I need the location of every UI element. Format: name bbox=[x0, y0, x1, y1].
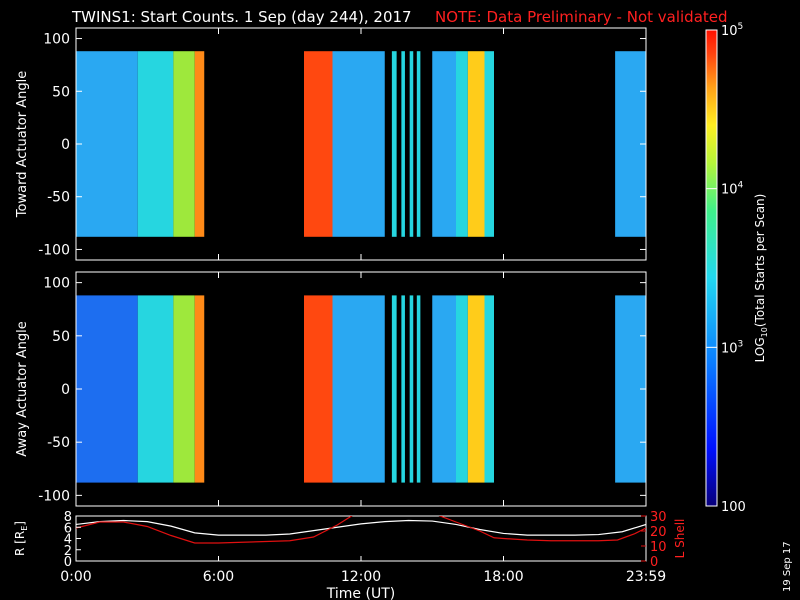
heatmap-cell bbox=[432, 295, 456, 483]
y-right-tick-label: 30 bbox=[650, 510, 667, 525]
heatmap-cell bbox=[173, 51, 195, 237]
colorbar-gradient bbox=[705, 29, 718, 507]
y-tick-label: 100 bbox=[43, 32, 70, 48]
date-stamp: 19 Sep 17 bbox=[782, 541, 793, 592]
y-tick-label: 0 bbox=[64, 555, 72, 570]
y-tick-label: 100 bbox=[43, 276, 70, 292]
toward-panel: 100 50 0 -50 -100 Toward Actuator Angle bbox=[15, 27, 647, 261]
y-right-tick-label: 10 bbox=[650, 540, 667, 555]
heatmap-cell bbox=[432, 51, 456, 237]
x-tick-label: 12:00 bbox=[341, 569, 381, 585]
heatmap-cell bbox=[401, 51, 405, 237]
y-tick-label: -50 bbox=[47, 190, 70, 206]
heatmap-cell bbox=[194, 295, 205, 483]
heatmap-cell bbox=[173, 295, 195, 483]
heatmap-cell bbox=[137, 51, 174, 237]
preliminary-note: NOTE: Data Preliminary - Not validated bbox=[435, 8, 728, 26]
r-series-line bbox=[76, 519, 646, 536]
heatmap-cell bbox=[76, 51, 138, 237]
heatmap-cell bbox=[401, 295, 405, 483]
y-tick-label: -50 bbox=[47, 435, 70, 451]
y-right-axis-label: L Shell bbox=[673, 519, 687, 559]
y-tick-label: 8 bbox=[64, 510, 72, 525]
x-tick-label: 0:00 bbox=[60, 569, 91, 585]
y-tick-label: 50 bbox=[52, 84, 70, 100]
y-tick-label: 2 bbox=[64, 544, 72, 559]
y-tick-label: 6 bbox=[64, 521, 72, 536]
x-tick-label: 6:00 bbox=[203, 569, 234, 585]
y-right-tick-label: 20 bbox=[650, 525, 667, 540]
heatmap-cell bbox=[409, 295, 414, 483]
heatmap-cell bbox=[332, 295, 385, 483]
y-tick-label: -100 bbox=[38, 488, 70, 504]
heatmap-cell bbox=[416, 51, 421, 237]
colorbar: 105 104 103 100 LOG10(Total Starts per Scan) bbox=[705, 22, 769, 515]
colorbar-tick-label: 103 bbox=[721, 339, 743, 356]
y-tick-label: 4 bbox=[64, 533, 72, 548]
y-tick-label: 0 bbox=[61, 382, 70, 398]
y-tick-label: -100 bbox=[38, 242, 70, 258]
heatmap-cell bbox=[304, 51, 333, 237]
colorbar-label: LOG10(Total Starts per Scan) bbox=[753, 194, 769, 363]
heatmap-cell bbox=[467, 295, 485, 483]
chart-title: TWINS1: Start Counts. 1 Sep (day 244), 2… bbox=[71, 8, 412, 26]
heatmap-cell bbox=[416, 295, 421, 483]
colorbar-tick-label: 105 bbox=[721, 22, 743, 39]
l-shell-series-line bbox=[76, 516, 646, 544]
colorbar-tick-label: 100 bbox=[721, 500, 746, 515]
heatmap-cell bbox=[137, 295, 174, 483]
plot-frame bbox=[75, 515, 647, 562]
y-right-tick-label: 0 bbox=[650, 555, 658, 570]
heatmap-cell bbox=[467, 51, 485, 237]
heatmap-cell bbox=[332, 51, 385, 237]
away-panel: 100 50 0 -50 -100 Away Actuator Angle bbox=[15, 271, 647, 507]
heatmap-cell bbox=[484, 51, 494, 237]
heatmap-cell bbox=[391, 51, 397, 237]
y-tick-label: 50 bbox=[52, 329, 70, 345]
x-axis-label: Time (UT) bbox=[326, 586, 395, 600]
heatmap-cell bbox=[304, 295, 333, 483]
x-tick-label: 18:00 bbox=[483, 569, 523, 585]
heatmap-cell bbox=[194, 51, 205, 237]
heatmap-cell bbox=[76, 295, 138, 483]
heatmap-cell bbox=[456, 295, 468, 483]
y-tick-label: 0 bbox=[61, 137, 70, 153]
y-axis-label: Away Actuator Angle bbox=[15, 321, 30, 456]
y-left-axis-label: R [RE] bbox=[13, 521, 29, 556]
heatmap-cell bbox=[409, 51, 414, 237]
heatmap-cell bbox=[391, 295, 397, 483]
heatmap-cell bbox=[456, 51, 468, 237]
heatmap-cell bbox=[484, 295, 494, 483]
y-axis-label: Toward Actuator Angle bbox=[15, 71, 30, 218]
colorbar-tick-label: 104 bbox=[721, 181, 744, 198]
x-tick-label: 23:59 bbox=[626, 569, 666, 585]
